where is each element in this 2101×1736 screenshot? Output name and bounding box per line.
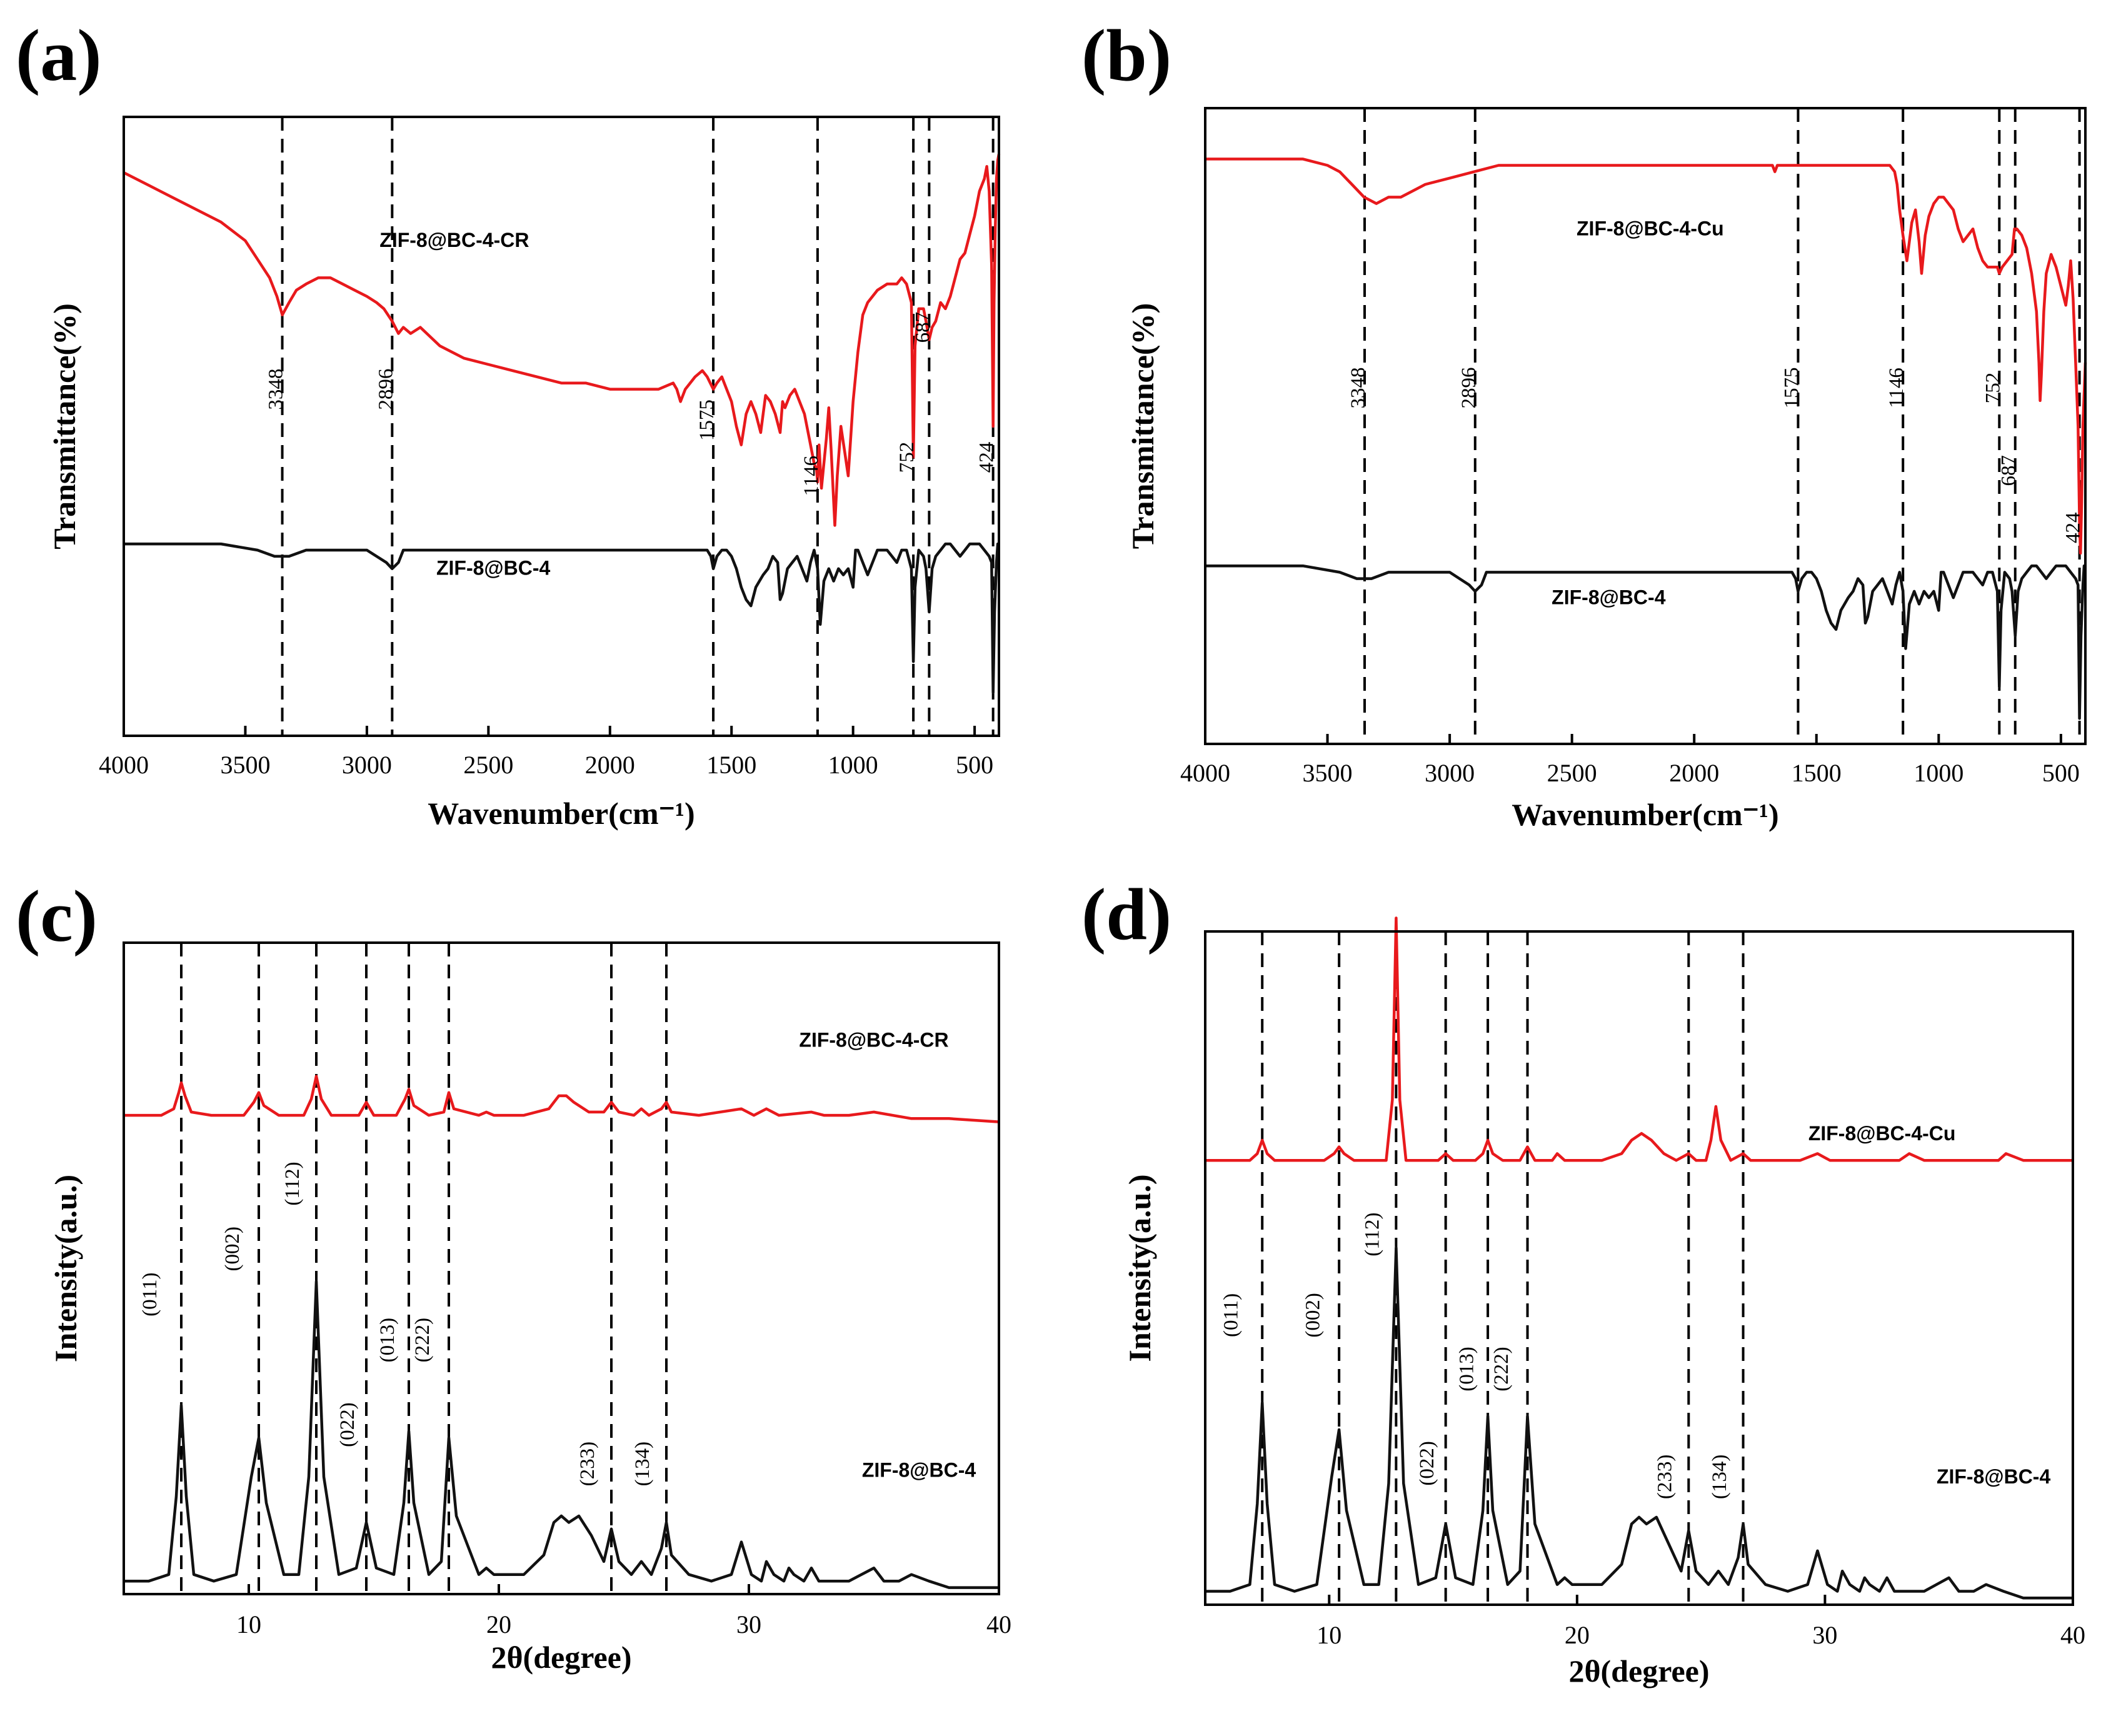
series-line-treated [1205, 158, 2087, 555]
panel-label: (d) [1081, 873, 1171, 955]
y-axis-title: Intensity(a.u.) [1122, 1174, 1157, 1362]
x-tick-label: 4000 [99, 751, 149, 779]
peak-label: (011) [1220, 1293, 1243, 1337]
peak-label: 1575 [1780, 367, 1803, 408]
peak-label: 3348 [265, 369, 288, 410]
x-tick-label: 1000 [1913, 759, 1963, 787]
peak-label: 2896 [1458, 367, 1480, 408]
plot-frame [1204, 930, 2074, 1606]
peak-label: 752 [896, 442, 918, 473]
peak-label: (233) [1654, 1455, 1677, 1499]
series-label: ZIF-8@BC-4-CR [379, 229, 529, 251]
x-tick-label: 1000 [828, 751, 878, 779]
peak-label: (013) [1455, 1347, 1478, 1391]
series-label: ZIF-8@BC-4 [1552, 586, 1666, 608]
x-tick-label: 40 [2060, 1621, 2085, 1649]
x-tick-label: 1500 [1792, 759, 1842, 787]
x-tick-label: 3000 [342, 751, 392, 779]
panel-label: (a) [16, 14, 102, 96]
x-tick-label: 3500 [1303, 759, 1353, 787]
series-label: ZIF-8@BC-4 [862, 1458, 976, 1481]
y-axis-title: Intensity(a.u.) [48, 1175, 83, 1362]
series-label: ZIF-8@BC-4-CR [799, 1029, 948, 1051]
peak-label: (222) [1490, 1347, 1513, 1391]
peak-label: 2896 [374, 369, 397, 410]
peak-label: 424 [2062, 512, 2085, 543]
peak-label: 1575 [696, 399, 718, 441]
peak-label: (222) [411, 1318, 434, 1362]
peak-label: (002) [221, 1227, 244, 1271]
x-tick-label: 20 [1565, 1621, 1590, 1649]
panel-label: (b) [1081, 14, 1171, 96]
panel-b: (b) ZIF-8@BC-4-Cu ZIF-8@BC-4 3348 2896 1575 11… [1081, 14, 2087, 832]
series-label: ZIF-8@BC-4 [1937, 1465, 2051, 1488]
peak-label: (002) [1301, 1293, 1324, 1337]
peak-label: 424 [976, 442, 998, 473]
plot-frame [123, 941, 1000, 1595]
peak-label: (022) [336, 1402, 359, 1447]
peak-label: (011) [139, 1273, 161, 1317]
peak-label: 3348 [1347, 367, 1370, 408]
peak-label: (013) [376, 1318, 399, 1362]
peak-label: (134) [1708, 1455, 1731, 1499]
plot-frame [123, 116, 1000, 737]
y-axis-title: Transmittance(%) [1125, 303, 1160, 549]
peak-label: 687 [1998, 455, 2020, 486]
x-tick-label: 10 [236, 1610, 261, 1638]
series-label: ZIF-8@BC-4-Cu [1577, 217, 1724, 239]
x-axis-title: Wavenumber(cm⁻¹) [428, 796, 694, 831]
panel-c: (c) ZIF-8@BC-4-CR ZIF-8@BC-4 (011) (002) (112… [16, 875, 1011, 1675]
panel-label: (c) [16, 875, 98, 957]
series-line-pristine [1205, 564, 2086, 720]
x-axis-title: Wavenumber(cm⁻¹) [1512, 797, 1778, 832]
x-tick-label: 2500 [1547, 759, 1597, 787]
series-line-treated [123, 153, 1001, 527]
peak-label: (022) [1416, 1441, 1438, 1485]
series-line-treated [1205, 916, 2073, 1162]
x-tick-label: 40 [986, 1610, 1011, 1638]
panel-a: (a) ZIF-8@BC-4-CR ZIF-8@BC-4 3348 2896 1575 11… [16, 14, 1001, 831]
peak-label: (112) [281, 1162, 304, 1205]
y-axis-title: Transmittance(%) [47, 303, 82, 549]
series-line-pristine [124, 542, 1000, 694]
peak-label: 1146 [1885, 368, 1908, 408]
x-tick-label: 2500 [463, 751, 513, 779]
series-label: ZIF-8@BC-4 [436, 557, 551, 580]
peak-label: (112) [1361, 1213, 1384, 1257]
peak-label: 687 [911, 312, 934, 343]
x-tick-label: 4000 [1180, 759, 1230, 787]
x-tick-label: 500 [956, 751, 993, 779]
x-tick-label: 30 [1812, 1621, 1837, 1649]
x-tick-label: 3000 [1425, 759, 1475, 787]
peak-label: (134) [631, 1442, 654, 1486]
x-tick-label: 500 [2042, 759, 2080, 787]
x-tick-label: 30 [736, 1610, 761, 1638]
x-axis-title: 2θ(degree) [1568, 1653, 1709, 1688]
x-tick-label: 2000 [585, 751, 635, 779]
peak-label: 752 [1982, 373, 2004, 404]
series-line-pristine [1205, 1246, 2073, 1600]
x-tick-label: 2000 [1669, 759, 1719, 787]
x-tick-label: 10 [1316, 1621, 1341, 1649]
peak-label: (233) [576, 1442, 599, 1486]
series-line-pristine [124, 1280, 999, 1589]
series-line-treated [124, 1075, 1000, 1123]
plot-frame [1204, 107, 2087, 745]
x-tick-label: 1500 [706, 751, 756, 779]
x-tick-label: 20 [486, 1610, 511, 1638]
peak-label: 1146 [800, 456, 823, 496]
x-tick-label: 3500 [220, 751, 270, 779]
series-label: ZIF-8@BC-4-Cu [1808, 1122, 1956, 1145]
panel-d: (d) ZIF-8@BC-4-Cu ZIF-8@BC-4 (011) (002) (112… [1081, 873, 2085, 1688]
x-axis-title: 2θ(degree) [491, 1640, 631, 1675]
